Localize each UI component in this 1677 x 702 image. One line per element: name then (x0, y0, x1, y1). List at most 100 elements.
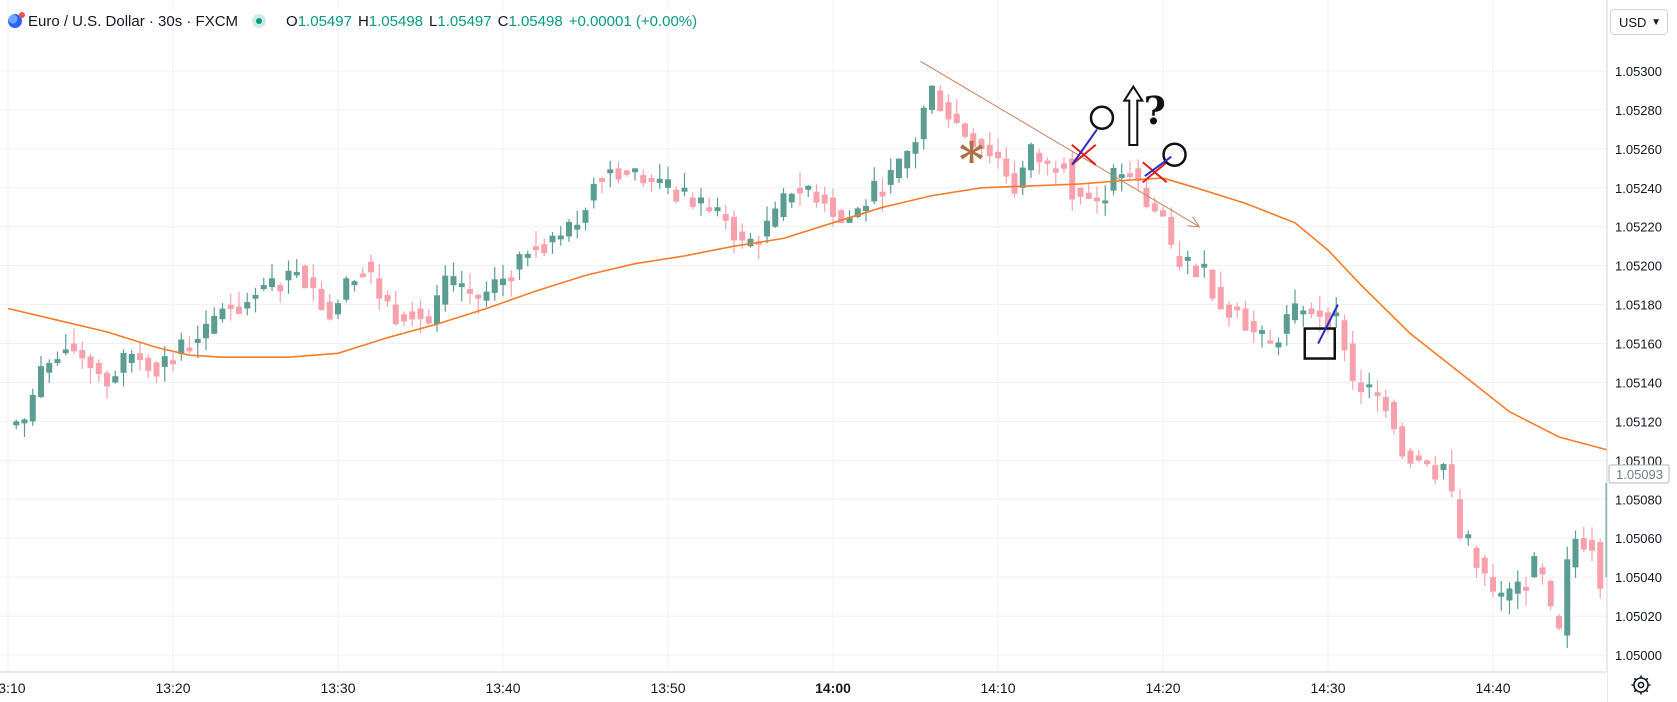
candle (1457, 489, 1463, 541)
candle (1061, 157, 1067, 174)
symbol-legend: Euro / U.S. Dollar · 30s · FXCM O 1.05497… (8, 10, 704, 32)
candle (1259, 325, 1265, 348)
asterisk-annotation: * (959, 133, 984, 189)
price-tick-label: 1.05280 (1615, 103, 1662, 118)
high-label: H (357, 12, 369, 30)
candle (1341, 314, 1348, 362)
low-value: 1.05497 (437, 12, 492, 30)
candle (681, 172, 688, 196)
currency-selector[interactable]: USD ▼ (1610, 9, 1668, 35)
candle (95, 359, 102, 383)
candle (1044, 157, 1051, 176)
candle (1589, 527, 1595, 562)
last-price-box (1608, 464, 1670, 484)
price-tick-label: 1.05220 (1615, 220, 1662, 235)
open-label: O (286, 12, 298, 30)
candle (747, 232, 754, 248)
time-tick-label: 14:20 (1145, 680, 1180, 696)
candle (1490, 563, 1496, 598)
candle (29, 388, 36, 426)
candle (1556, 613, 1562, 631)
candle (1292, 289, 1298, 324)
candle (1011, 161, 1018, 198)
candle (1316, 296, 1323, 332)
candle (863, 199, 869, 222)
candle (1052, 161, 1059, 185)
candle (376, 263, 383, 310)
candle (920, 105, 927, 150)
candle (1267, 329, 1274, 344)
candle (1415, 450, 1422, 463)
candle (13, 419, 20, 430)
candle (1226, 301, 1232, 327)
square-annotation (1303, 327, 1336, 360)
candle (178, 332, 185, 361)
candle (227, 293, 234, 321)
candle (1234, 302, 1241, 318)
time-tick-label: 13:30 (320, 680, 355, 696)
candle (1102, 185, 1109, 216)
candle (1506, 582, 1513, 615)
moving-average-line (7, 177, 1611, 452)
candle (821, 186, 828, 213)
candle (21, 418, 28, 438)
candle (1201, 250, 1208, 278)
candle (260, 277, 267, 291)
candle (359, 266, 366, 278)
candle (46, 359, 53, 384)
candle (71, 328, 77, 355)
candle (62, 334, 69, 356)
candle (1283, 305, 1290, 346)
candle (764, 206, 770, 244)
candle (1217, 271, 1224, 310)
candle (269, 264, 275, 292)
candle (1432, 456, 1439, 485)
candle (1523, 576, 1529, 606)
gear-icon[interactable] (1630, 674, 1652, 696)
candle (326, 294, 333, 321)
candle (211, 307, 218, 335)
candle (351, 279, 358, 292)
last-price-label: 1.05093 (1616, 467, 1663, 482)
candle (236, 291, 242, 315)
candle (648, 174, 655, 192)
market-open-dot-icon (252, 14, 267, 28)
currency-pair-icon[interactable] (8, 12, 25, 28)
candle (813, 184, 820, 208)
candle (1308, 302, 1315, 319)
candles (13, 85, 1612, 649)
candle (170, 352, 176, 372)
candle (186, 335, 193, 354)
price-tick-label: 1.05020 (1615, 609, 1662, 624)
diagonal-annotation (1317, 304, 1339, 344)
price-tick-label: 1.05240 (1615, 181, 1662, 196)
candle (194, 325, 201, 358)
candle (607, 160, 614, 188)
candle (706, 198, 713, 214)
candle (912, 137, 919, 169)
candle (599, 177, 605, 194)
open-value: 1.05497 (297, 12, 352, 30)
candle (219, 303, 226, 323)
candle (1069, 151, 1076, 211)
candle (244, 292, 251, 316)
candle (1399, 422, 1406, 460)
candle (1176, 241, 1183, 271)
symbol-title[interactable]: Euro / U.S. Dollar · 30s · FXCM (28, 12, 239, 30)
candle (87, 353, 94, 384)
candle (524, 250, 531, 267)
candle (384, 290, 391, 307)
candle (533, 231, 539, 259)
cross-annotation (1071, 143, 1097, 166)
annotations: *? (920, 60, 1339, 360)
time-axis: 13:10 13:20 13:30 13:40 13:50 14:00 14:10 14:20… (0, 671, 1607, 702)
candle (1300, 305, 1307, 327)
candle (640, 169, 647, 187)
candle (1003, 147, 1010, 184)
candle (788, 192, 795, 208)
candle (1374, 379, 1381, 412)
time-tick-label: 13:50 (650, 680, 685, 696)
candle (442, 265, 449, 312)
candle (500, 264, 506, 297)
